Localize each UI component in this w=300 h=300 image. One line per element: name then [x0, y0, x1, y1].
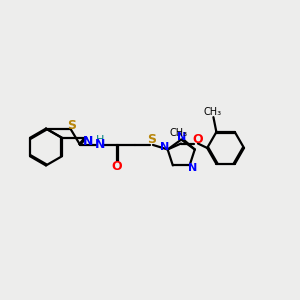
Text: S: S — [67, 118, 76, 131]
Text: N: N — [95, 138, 105, 152]
Text: S: S — [147, 133, 156, 146]
Text: CH₃: CH₃ — [169, 128, 188, 138]
Text: O: O — [192, 133, 203, 146]
Text: CH₃: CH₃ — [204, 107, 222, 117]
Text: N: N — [82, 136, 93, 148]
Text: N: N — [160, 142, 170, 152]
Text: O: O — [111, 160, 122, 173]
Text: N: N — [188, 163, 197, 173]
Text: N: N — [177, 132, 186, 142]
Text: H: H — [96, 135, 104, 145]
